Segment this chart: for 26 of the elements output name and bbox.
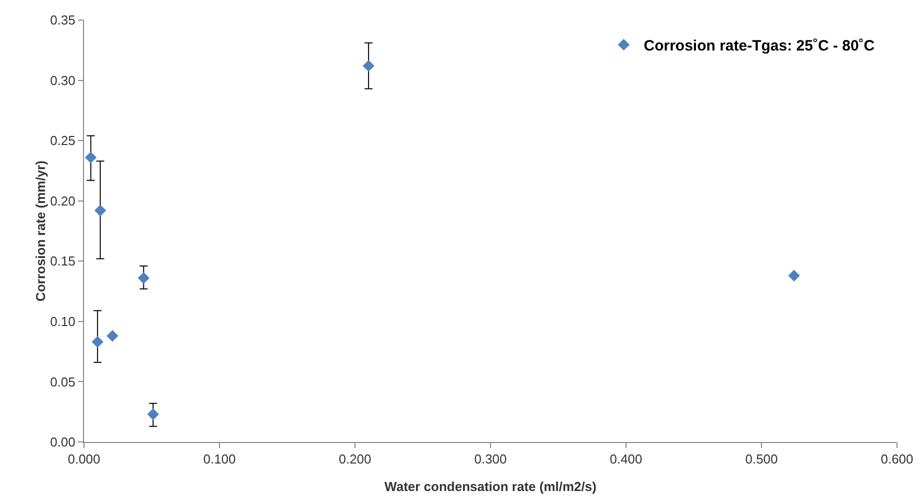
y-axis-title: Corrosion rate (mm/yr) <box>33 160 48 302</box>
y-tick-label: 0.25 <box>50 133 76 148</box>
point <box>788 270 800 282</box>
x-tick-label: 0.300 <box>474 452 507 467</box>
y-tick-label: 0.20 <box>50 193 76 208</box>
x-axis-title: Water condensation rate (ml/m2/s) <box>384 479 596 494</box>
y-tick-label: 0.00 <box>50 434 76 450</box>
point <box>138 272 150 284</box>
y-tick-label: 0.35 <box>50 12 76 28</box>
y-tick-label: 0.30 <box>50 72 76 88</box>
x-tick-label: 0.000 <box>68 452 100 467</box>
point <box>94 204 106 216</box>
y-tick-label: 0.10 <box>50 314 76 329</box>
point <box>84 152 97 164</box>
point <box>362 60 374 72</box>
y-tick-label: 0.05 <box>50 374 76 390</box>
legend-label: Corrosion rate-Tgas: 25˚C - 80˚C <box>644 38 875 55</box>
point <box>147 408 159 420</box>
x-tick-label: 0.100 <box>203 452 236 467</box>
y-tick-label: 0.15 <box>50 254 76 269</box>
x-tick-label: 0.400 <box>610 452 642 467</box>
x-tick-label: 0.600 <box>880 452 914 467</box>
point <box>106 330 118 342</box>
x-tick-label: 0.500 <box>745 452 778 467</box>
x-tick-label: 0.200 <box>338 452 372 467</box>
point <box>92 336 104 348</box>
